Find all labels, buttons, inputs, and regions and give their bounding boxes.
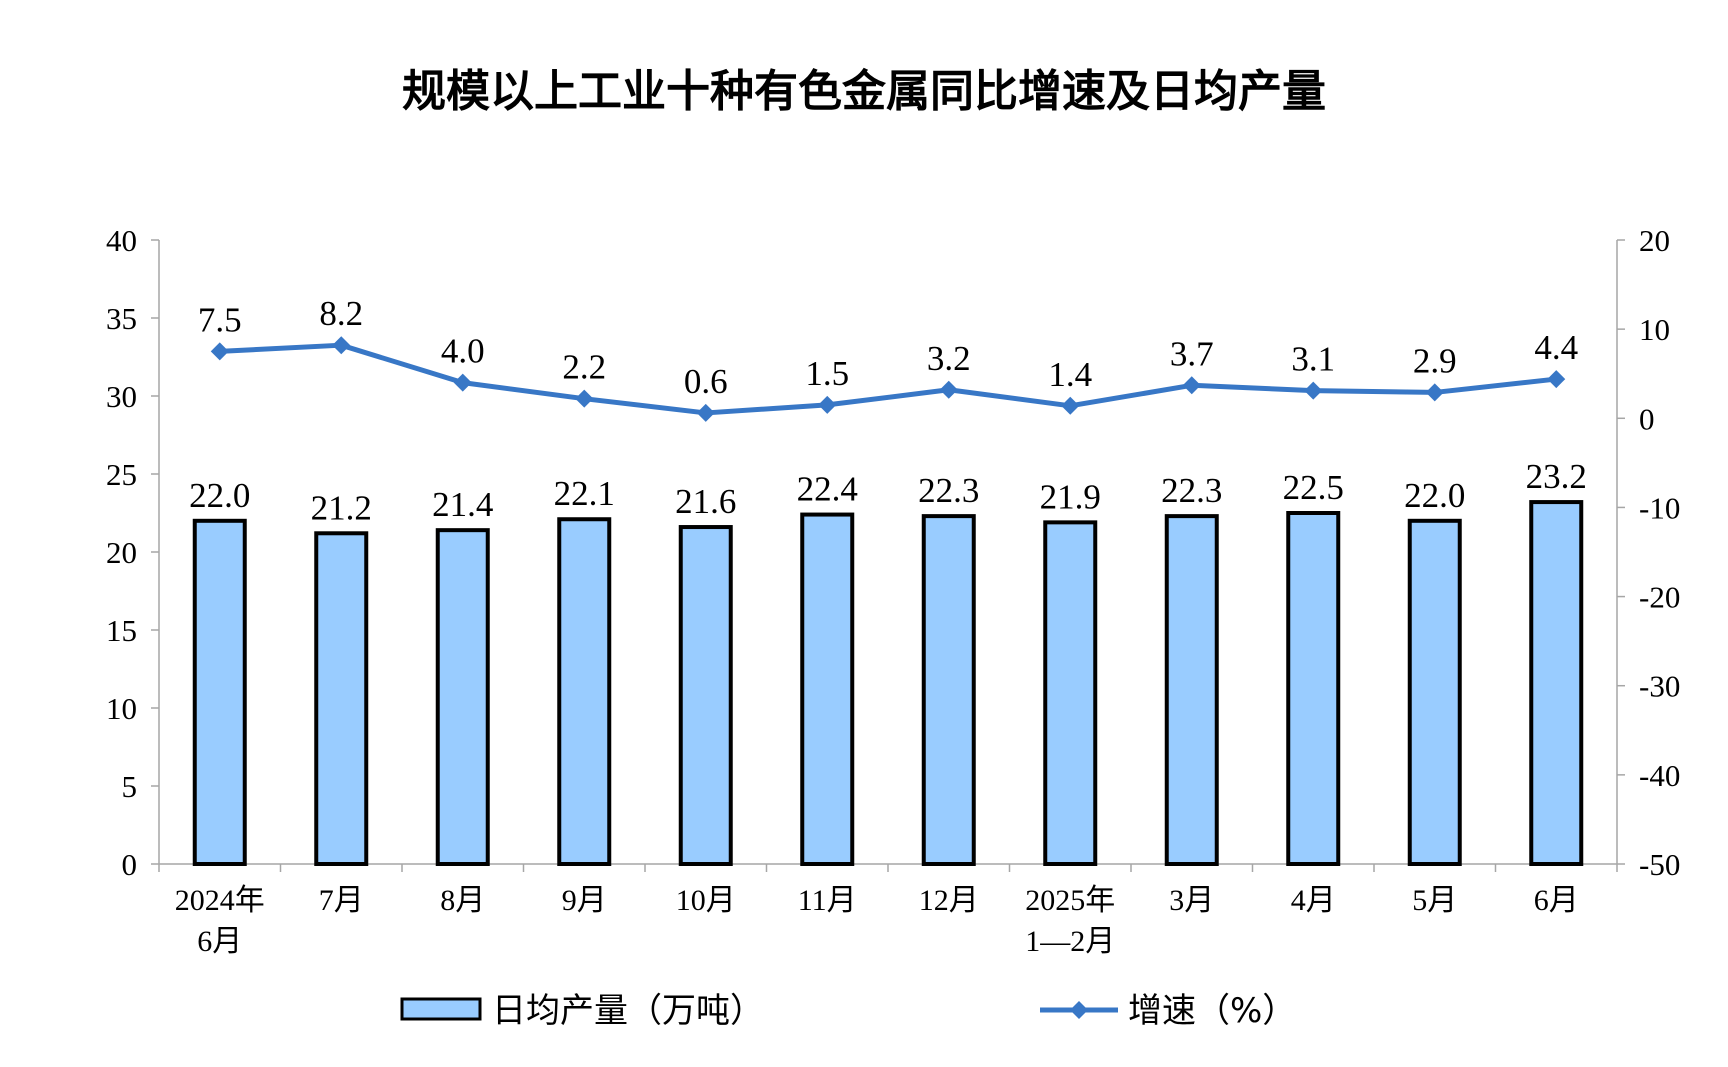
line-value-label: 4.4 bbox=[1534, 328, 1578, 367]
legend-bar-label: 日均产量（万吨） bbox=[492, 991, 764, 1031]
bar bbox=[1407, 518, 1462, 866]
line-value-label: 3.1 bbox=[1291, 340, 1335, 379]
y-right-tick-label: -10 bbox=[1639, 490, 1680, 525]
bar-value-label: 21.6 bbox=[675, 482, 736, 521]
x-tick-label: 2024年 bbox=[175, 884, 265, 917]
y-left-tick-label: 5 bbox=[122, 769, 138, 804]
bar bbox=[1164, 514, 1219, 866]
bar-value-label: 22.0 bbox=[189, 476, 250, 515]
line-value-label: 3.7 bbox=[1170, 334, 1214, 373]
y-left-tick-label: 40 bbox=[106, 223, 137, 258]
line-point bbox=[1547, 370, 1566, 389]
y-left-tick-label: 10 bbox=[106, 691, 137, 726]
bar bbox=[678, 525, 733, 866]
line-value-label: 4.0 bbox=[441, 332, 485, 371]
bar-value-label: 22.0 bbox=[1404, 476, 1465, 515]
line-point bbox=[818, 395, 837, 414]
axes: 0 5 10 15 20 25 30 35 40 -50 -40 -30 -20 -10 0 10 20 2024… bbox=[106, 223, 1680, 958]
bar-value-label: 22.4 bbox=[797, 470, 858, 509]
bar bbox=[557, 517, 612, 866]
line-point bbox=[939, 380, 958, 399]
bar-value-label: 22.5 bbox=[1283, 468, 1344, 507]
line-point bbox=[210, 342, 229, 361]
legend: 日均产量（万吨） 增速（%） bbox=[400, 991, 1296, 1031]
x-tick-label: 6月 bbox=[1534, 884, 1579, 917]
y-left-tick-label: 15 bbox=[106, 613, 137, 648]
bar-value-label: 21.4 bbox=[432, 485, 493, 524]
y-right-tick-label: -20 bbox=[1639, 580, 1680, 615]
line-point bbox=[1182, 376, 1201, 395]
legend-bar-swatch bbox=[400, 997, 482, 1021]
legend-line-label: 增速（%） bbox=[1128, 991, 1296, 1031]
bar bbox=[1043, 520, 1098, 866]
bar-series bbox=[192, 500, 1584, 867]
bar-value-label: 22.3 bbox=[918, 471, 979, 510]
x-tick-label: 3月 bbox=[1169, 884, 1214, 917]
y-left-tick-label: 35 bbox=[106, 301, 137, 336]
data-labels: 22.0 21.2 21.4 22.1 21.6 22.4 22.3 21.9 22.3 22.5… bbox=[189, 294, 1587, 527]
legend-line-marker bbox=[1070, 1001, 1088, 1019]
y-right-tick-label: -40 bbox=[1639, 758, 1680, 793]
line-value-label: 3.2 bbox=[927, 339, 971, 378]
y-right-tick-label: 10 bbox=[1639, 312, 1670, 347]
line-value-label: 2.2 bbox=[562, 348, 606, 387]
bar-value-label: 22.3 bbox=[1161, 471, 1222, 510]
x-tick-label: 7月 bbox=[319, 884, 364, 917]
bar bbox=[314, 531, 369, 867]
y-left-tick-label: 0 bbox=[122, 847, 138, 882]
line-point bbox=[1061, 396, 1080, 415]
line-value-label: 2.9 bbox=[1413, 341, 1457, 380]
x-tick-label: 4月 bbox=[1291, 884, 1336, 917]
line-point bbox=[1425, 383, 1444, 402]
bar bbox=[1529, 500, 1584, 866]
bar-value-label: 21.9 bbox=[1040, 477, 1101, 516]
x-tick-label: 12月 bbox=[919, 884, 979, 917]
line-point bbox=[1304, 381, 1323, 400]
line-series bbox=[210, 336, 1566, 422]
bar bbox=[1286, 511, 1341, 866]
x-tick-label: 8月 bbox=[440, 884, 485, 917]
x-tick-label: 2025年 bbox=[1025, 884, 1115, 917]
y-right-tick-label: -30 bbox=[1639, 669, 1680, 704]
line-value-label: 1.4 bbox=[1048, 355, 1092, 394]
line-point bbox=[696, 403, 715, 422]
line-point bbox=[332, 336, 351, 355]
bar bbox=[192, 518, 247, 866]
bar bbox=[435, 528, 490, 866]
line-point bbox=[453, 373, 472, 392]
line-value-label: 8.2 bbox=[319, 294, 363, 333]
x-tick-label: 1—2月 bbox=[1025, 925, 1115, 958]
bar bbox=[800, 512, 855, 866]
x-tick-label: 6月 bbox=[197, 925, 242, 958]
line-value-label: 1.5 bbox=[805, 354, 849, 393]
chart-title: 规模以上工业十种有色金属同比增速及日均产量 bbox=[402, 66, 1326, 117]
line-value-label: 7.5 bbox=[198, 300, 242, 339]
y-left-tick-label: 20 bbox=[106, 535, 137, 570]
line-value-label: 0.6 bbox=[684, 362, 728, 401]
x-tick-label: 11月 bbox=[798, 884, 857, 917]
bar-value-label: 22.1 bbox=[554, 474, 615, 513]
growth-line bbox=[219, 342, 1557, 416]
bar-value-label: 23.2 bbox=[1526, 457, 1587, 496]
x-tick-label: 10月 bbox=[676, 884, 736, 917]
x-tick-label: 5月 bbox=[1412, 884, 1457, 917]
y-left-tick-label: 30 bbox=[106, 379, 137, 414]
y-right-tick-label: 20 bbox=[1639, 223, 1670, 258]
y-right-tick-label: -50 bbox=[1639, 847, 1680, 882]
bar bbox=[921, 514, 976, 866]
bar-value-label: 21.2 bbox=[311, 488, 372, 527]
x-tick-label: 9月 bbox=[562, 884, 607, 917]
line-point bbox=[575, 389, 594, 408]
y-left-tick-label: 25 bbox=[106, 457, 137, 492]
y-right-tick-label: 0 bbox=[1639, 401, 1655, 436]
